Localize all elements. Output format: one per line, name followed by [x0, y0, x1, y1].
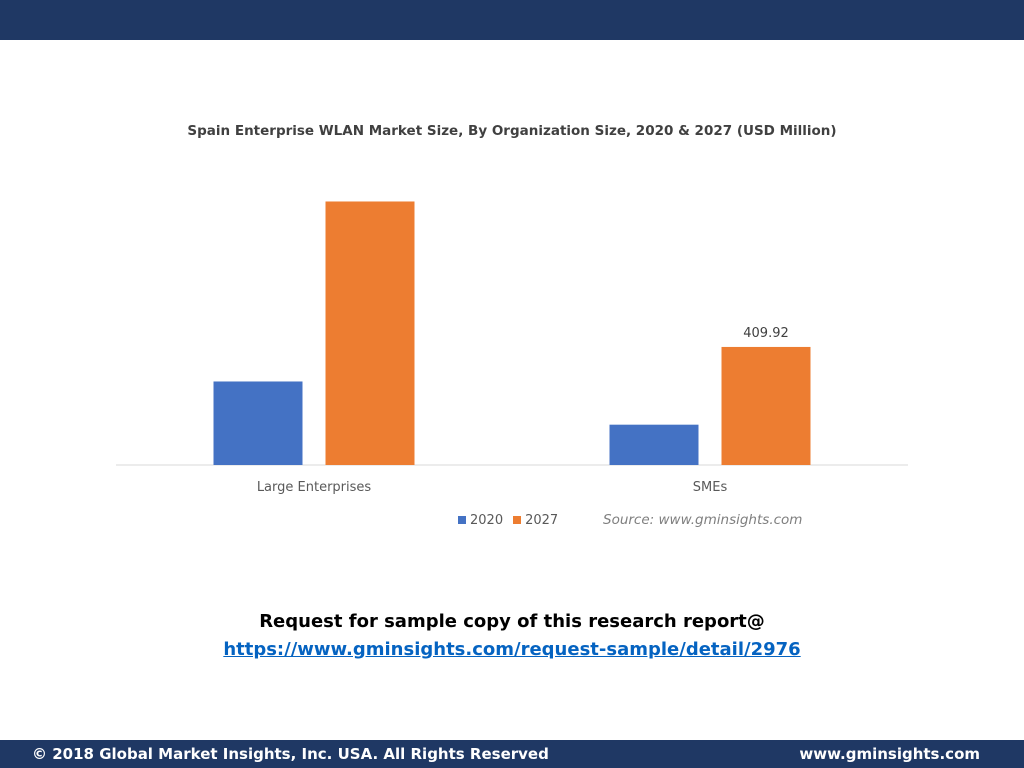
footer-band: © 2018 Global Market Insights, Inc. USA.…: [0, 740, 1024, 768]
chart-title: Spain Enterprise WLAN Market Size, By Or…: [187, 123, 837, 139]
footer-website: www.gminsights.com: [799, 745, 980, 763]
data-label-0: 409.92: [743, 326, 789, 341]
legend-swatch-2020: [458, 516, 466, 524]
bar-2020-1: [609, 424, 699, 465]
bar-2020-0: [213, 381, 303, 465]
header-band: [0, 0, 1024, 40]
footer-copyright: © 2018 Global Market Insights, Inc. USA.…: [32, 745, 549, 763]
legend-item-2020: 2020: [458, 513, 503, 528]
legend-item-2027: 2027: [513, 513, 558, 528]
category-label-1: SMEs: [693, 480, 728, 495]
cta-block: Request for sample copy of this research…: [0, 608, 1024, 664]
legend-swatch-2027: [513, 516, 522, 524]
bar-2027-1: [721, 346, 811, 465]
legend-label-2027: 2027: [525, 512, 559, 528]
legend: 2020 2027: [458, 511, 568, 529]
cta-text: Request for sample copy of this research…: [259, 611, 765, 632]
sample-request-link[interactable]: https://www.gminsights.com/request-sampl…: [223, 639, 801, 660]
chart-source: Source: www.gminsights.com: [603, 512, 803, 528]
legend-label-2020: 2020: [470, 512, 504, 528]
category-label-0: Large Enterprises: [257, 480, 372, 495]
bar-2027-0: [325, 201, 415, 466]
